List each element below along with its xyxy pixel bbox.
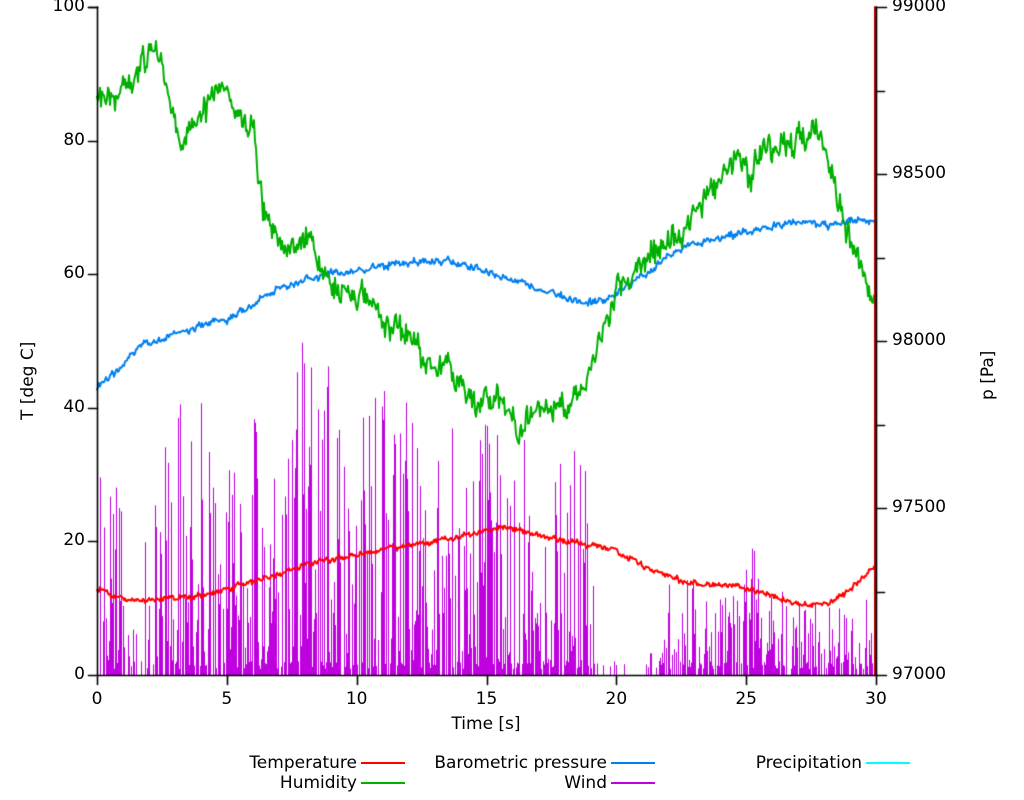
legend-item-wind[interactable]: Wind bbox=[355, 773, 655, 793]
x-axis-tick-label: 25 bbox=[735, 689, 757, 709]
x-axis-tick-label: 10 bbox=[345, 689, 368, 709]
y-axis-tick-label: 0 bbox=[74, 664, 85, 684]
x-axis-tick-label: 5 bbox=[221, 689, 233, 709]
y-axis-tick-label: 100 bbox=[52, 0, 85, 16]
y-axis-tick-label: 40 bbox=[63, 396, 85, 417]
y2-axis-title: p [Pa] bbox=[978, 350, 998, 400]
legend-item-barometric-pressure[interactable]: Barometric pressure bbox=[355, 753, 655, 773]
x-axis-tick-label: 20 bbox=[605, 689, 628, 709]
legend-line-swatch bbox=[361, 762, 405, 764]
y2-axis-tick-label: 97500 bbox=[892, 497, 947, 517]
legend-line-swatch bbox=[611, 782, 655, 784]
legend-label: Humidity bbox=[279, 773, 357, 793]
y-axis-tick-label: 80 bbox=[63, 129, 85, 150]
y2-axis-tick-label: 98500 bbox=[892, 163, 947, 183]
legend-item-temperature[interactable]: Temperature bbox=[105, 753, 405, 773]
legend-label: Precipitation bbox=[755, 753, 862, 773]
legend-line-swatch bbox=[361, 782, 405, 784]
legend-label: Barometric pressure bbox=[434, 753, 607, 773]
legend-label: Wind bbox=[564, 773, 607, 793]
y-axis-title: T [deg C] bbox=[18, 341, 38, 420]
legend-line-swatch bbox=[866, 762, 910, 764]
y-axis-tick-label: 20 bbox=[63, 530, 85, 551]
x-axis-tick-label: 15 bbox=[475, 689, 498, 709]
legend-item-humidity[interactable]: Humidity bbox=[105, 773, 405, 793]
y2-axis-tick-label: 97000 bbox=[892, 664, 947, 684]
legend-label: Temperature bbox=[249, 753, 357, 773]
x-axis-tick-label: 0 bbox=[91, 689, 103, 709]
x-axis-tick-label: 30 bbox=[865, 689, 887, 709]
x-axis-title: Time [s] bbox=[451, 714, 521, 734]
y2-axis-tick-label: 98000 bbox=[892, 330, 947, 350]
legend-line-swatch bbox=[611, 762, 655, 764]
y2-axis-tick-label: 99000 bbox=[892, 0, 947, 16]
legend-item-precipitation[interactable]: Precipitation bbox=[610, 753, 910, 773]
y-axis-tick-label: 60 bbox=[63, 263, 85, 284]
